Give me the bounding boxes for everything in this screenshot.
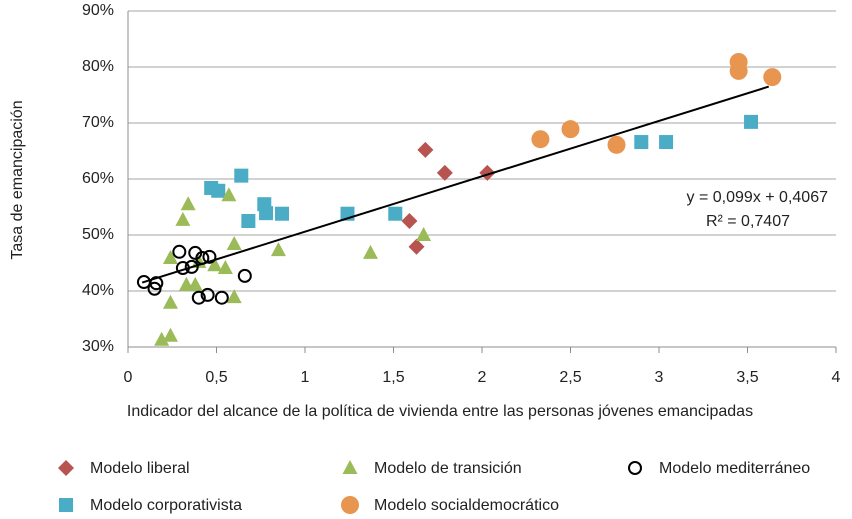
scatter-point [729,61,748,80]
y-tick-label: 50% [82,226,114,243]
scatter-point [226,289,242,304]
scatter-point [241,214,256,228]
scatter-point [237,268,252,283]
scatter-point [401,213,418,229]
scatter-point [417,141,434,158]
scatter-point [221,187,237,202]
scatter-point [744,114,759,129]
scatter-point [175,211,191,226]
y-axis-title: Tasa de emancipación [9,100,26,259]
scatter-point [172,244,187,259]
x-axis-title: Indicador del alcance de la política de … [127,403,753,420]
scatter-point [207,257,223,272]
y-tick-label: 80% [82,58,114,75]
scatter-point [561,120,580,139]
x-tick-label: 1,5 [382,369,404,386]
legend-marker [341,496,359,514]
scatter-point [408,238,425,255]
x-tick-label: 3,5 [736,369,758,386]
y-tick-label: 40% [82,282,114,299]
scatter-point [184,259,199,274]
scatter-point [362,244,378,259]
r2-annotation: R² = 0,7407 [706,213,790,230]
scatter-point [202,249,217,264]
scatter-point [214,290,229,305]
x-tick-label: 4 [832,369,841,386]
y-tick-label: 90% [82,2,114,19]
scatter-point [436,164,453,181]
x-tick-label: 2,5 [559,369,581,386]
y-tick-label: 70% [82,114,114,131]
scatter-point [607,135,626,154]
scatter-point [388,206,403,221]
legend-label: Modelo corporativista [90,497,242,514]
scatter-point [531,130,550,149]
equation-annotation: y = 0,099x + 0,4067 [687,189,829,206]
scatter-point [154,331,170,346]
legend-label: Modelo socialdemocrático [374,497,559,514]
legend-label: Modelo mediterráneo [659,460,810,477]
scatter-point [162,294,178,309]
scatter-point [147,281,162,296]
scatter-point [234,168,249,183]
scatter-point [217,260,233,275]
scatter-point [270,242,286,257]
scatter-point [659,135,674,150]
legend-label: Modelo liberal [90,460,190,477]
scatter-point [226,235,242,250]
scatter-point [259,206,274,221]
scatter-point [634,135,649,150]
scatter-point [180,196,196,211]
scatter-point [200,287,215,302]
legend-marker [58,460,74,476]
scatter-point [162,327,178,342]
scatter-point [162,249,178,264]
legend-label: Modelo de transición [374,460,522,477]
legend-marker [628,461,642,475]
trendline [141,85,770,284]
x-tick-label: 2 [478,369,487,386]
scatter-point [763,68,782,87]
legend-marker [342,460,358,474]
legend-marker [59,498,73,512]
x-tick-label: 1 [301,369,310,386]
scatter-point [191,290,206,305]
scatter-point [416,227,432,241]
scatter-point [187,276,203,291]
y-tick-label: 60% [82,170,114,187]
x-tick-label: 3 [655,369,664,386]
x-tick-label: 0 [124,369,133,386]
scatter-point [274,206,289,221]
x-tick-label: 0,5 [205,369,227,386]
scatter-point [211,183,226,198]
y-tick-label: 30% [82,338,114,355]
